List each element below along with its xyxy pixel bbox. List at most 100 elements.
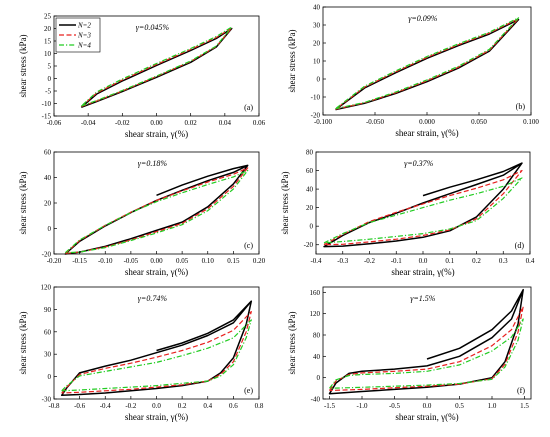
- panel-label: (c): [244, 241, 253, 250]
- panel-label: (e): [244, 386, 253, 395]
- y-axis-label: shear stress (kPa): [18, 312, 28, 375]
- y-axis-label: shear stress (kPa): [18, 35, 28, 98]
- x-tick-label: 0.4: [526, 257, 535, 265]
- x-axis-label: shear strain, γ(%): [391, 267, 454, 277]
- x-tick-label: -0.2: [364, 257, 376, 265]
- y-tick-label: 0: [48, 75, 52, 83]
- series-line-N-3: [335, 18, 520, 110]
- x-tick-label: 0.0: [152, 402, 161, 410]
- y-tick-label: -20: [42, 251, 52, 259]
- y-tick-label: 40: [313, 4, 321, 12]
- x-tick-label: -0.3: [337, 257, 349, 265]
- series-line-N-4: [335, 17, 520, 110]
- y-tick-label: 160: [310, 289, 321, 297]
- x-tick-label: -0.10: [98, 257, 113, 265]
- series-line-N-3: [61, 311, 252, 394]
- y-tick-label: -5: [45, 88, 51, 96]
- y-tick-label: 20: [44, 25, 52, 33]
- chart-panel-6: -1.5 -1.0 -0.5 0.0 0.5 1.0 1.5 -40 0 40 80 120 160 sh…: [287, 286, 532, 422]
- x-tick-label: 0.1: [445, 257, 454, 265]
- panel-label: (b): [516, 102, 526, 111]
- x-tick-label: 0.00: [150, 257, 163, 265]
- chart-panel-1: -0.06 -0.04 -0.02 0.00 0.02 0.04 0.06 -15 -10 -5 0…: [18, 13, 266, 140]
- x-tick-label: -1.5: [324, 402, 336, 410]
- x-tick-label: -0.2: [125, 402, 137, 410]
- chart-panel-5: -0.8 -0.6 -0.4 -0.2 0.0 0.2 0.4 0.6 0.8 -30 0 30 60 9…: [18, 284, 264, 423]
- x-tick-label: 0.04: [219, 119, 232, 127]
- plot-frame: [322, 6, 532, 116]
- y-tick-label: 20: [313, 40, 321, 48]
- y-tick-label: -10: [311, 94, 321, 102]
- x-tick-label: -0.6: [74, 402, 86, 410]
- y-axis-label: shear stress (kPa): [18, 172, 28, 235]
- panel-label: (d): [515, 241, 525, 250]
- legend-label: N=4: [77, 42, 91, 50]
- chart-panel-4: -0.4 -0.3 -0.2 -0.1 0.0 0.1 0.2 0.3 0.4 -20 0 20 40 6…: [280, 149, 535, 278]
- x-tick-label: -0.4: [310, 257, 322, 265]
- x-tick-label: -0.20: [47, 257, 62, 265]
- y-tick-label: 40: [306, 186, 314, 194]
- y-tick-label: -15: [42, 113, 52, 121]
- x-tick-label: 0.00: [150, 119, 163, 127]
- y-tick-label: -30: [42, 396, 52, 404]
- series-line-N-3: [80, 27, 233, 108]
- y-tick-label: 0: [310, 223, 314, 231]
- x-tick-label: 0.02: [185, 119, 198, 127]
- x-tick-label: -0.4: [100, 402, 112, 410]
- x-tick-label: 0.2: [472, 257, 481, 265]
- x-tick-label: 0.05: [176, 257, 189, 265]
- x-tick-label: 0.0: [423, 402, 432, 410]
- y-tick-label: 30: [44, 351, 52, 359]
- y-tick-label: 40: [44, 174, 52, 182]
- y-tick-label: 120: [310, 310, 321, 318]
- y-tick-label: 80: [313, 332, 321, 340]
- y-axis-label: shear stress (kPa): [280, 172, 290, 235]
- series-line-N-3: [64, 167, 249, 254]
- y-tick-label: 20: [44, 200, 52, 208]
- x-tick-label: 0.10: [202, 257, 215, 265]
- series-line-N-4: [80, 26, 233, 107]
- strain-amplitude-annotation: γ=0.37%: [404, 159, 434, 168]
- y-tick-label: 120: [41, 284, 52, 292]
- series-line-N-4: [329, 318, 524, 389]
- y-axis-label: shear stress (kPa): [287, 30, 297, 93]
- legend-label: N=3: [77, 32, 91, 40]
- x-tick-label: -0.06: [47, 119, 62, 127]
- series-line-N-3: [329, 306, 524, 392]
- x-tick-label: -0.5: [389, 402, 401, 410]
- x-tick-label: 0.000: [419, 118, 435, 126]
- strain-amplitude-annotation: γ=0.045%: [136, 23, 170, 32]
- x-tick-label: 0.6: [229, 402, 238, 410]
- series-line-N-2: [60, 300, 253, 397]
- x-tick-label: -0.04: [81, 119, 96, 127]
- legend: N=2 N=3 N=4: [55, 17, 101, 53]
- chart-panel-3: -0.20 -0.15 -0.10 -0.05 0.00 0.05 0.10 0.15 0.20…: [18, 149, 266, 278]
- chart-panel-2: -0.100 -0.050 0.000 0.050 0.100 -20 -10 0 10 20 30…: [287, 4, 539, 139]
- y-tick-label: 20: [306, 204, 314, 212]
- y-tick-label: 25: [44, 13, 52, 21]
- y-tick-label: 60: [44, 328, 52, 336]
- y-tick-label: 0: [317, 76, 321, 84]
- x-tick-label: -0.100: [314, 118, 333, 126]
- x-tick-label: -0.05: [124, 257, 139, 265]
- x-tick-label: 0.06: [253, 119, 266, 127]
- x-tick-label: 0.100: [523, 118, 539, 126]
- panel-label: (a): [244, 103, 253, 112]
- panel-label: (f): [517, 386, 525, 395]
- x-axis-label: shear strain, γ(%): [125, 129, 188, 139]
- x-tick-label: -1.0: [356, 402, 368, 410]
- x-tick-label: 0.5: [455, 402, 464, 410]
- y-tick-label: 0: [317, 374, 321, 382]
- y-tick-label: 0: [48, 373, 52, 381]
- series-line-N-2: [323, 162, 523, 248]
- strain-amplitude-annotation: γ=0.74%: [138, 294, 168, 303]
- series-line-N-4: [64, 169, 249, 254]
- x-tick-label: -0.8: [48, 402, 60, 410]
- y-tick-label: 15: [44, 38, 52, 46]
- y-tick-label: 80: [306, 149, 314, 157]
- series-line-N-4: [61, 319, 252, 392]
- plot-frame: [53, 286, 260, 400]
- series-line-N-3: [323, 169, 523, 246]
- x-tick-label: 1.5: [520, 402, 529, 410]
